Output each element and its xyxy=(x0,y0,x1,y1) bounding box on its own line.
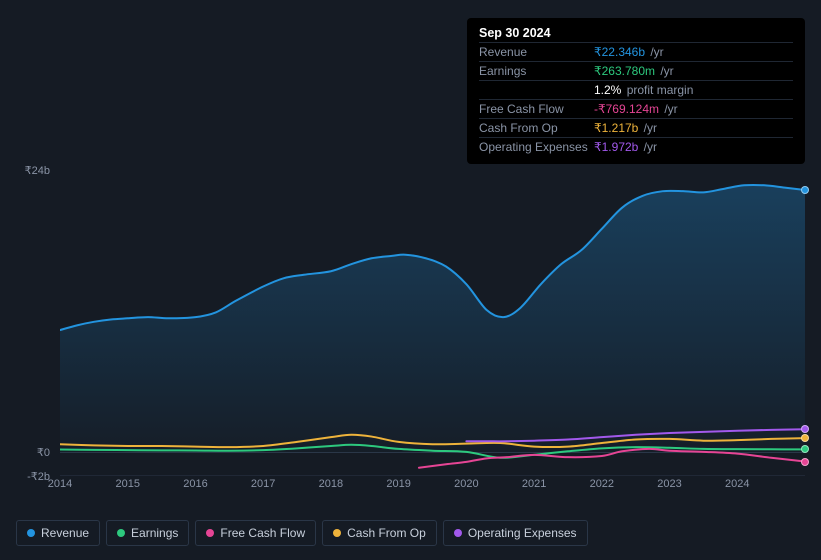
x-axis-label: 2023 xyxy=(657,478,681,490)
x-axis-label: 2018 xyxy=(319,478,343,490)
x-axis-label: 2014 xyxy=(48,478,72,490)
tooltip-label: Earnings xyxy=(479,64,594,78)
x-axis-label: 2024 xyxy=(725,478,749,490)
plot-area[interactable] xyxy=(60,170,805,476)
legend-label: Revenue xyxy=(41,526,89,540)
legend-dot xyxy=(333,529,341,537)
chart-tooltip: Sep 30 2024 Revenue₹22.346b /yrEarnings₹… xyxy=(467,18,805,164)
legend-label: Cash From Op xyxy=(347,526,426,540)
tooltip-row: Cash From Op₹1.217b /yr xyxy=(479,118,793,137)
x-axis-label: 2021 xyxy=(522,478,546,490)
series-end-marker xyxy=(801,434,809,442)
series-end-marker xyxy=(801,186,809,194)
x-axis-label: 2020 xyxy=(454,478,478,490)
tooltip-row: Operating Expenses₹1.972b /yr xyxy=(479,137,793,156)
legend-item-earnings[interactable]: Earnings xyxy=(106,520,189,546)
y-axis-label: ₹0 xyxy=(22,446,50,459)
x-axis-label: 2017 xyxy=(251,478,275,490)
tooltip-label: Cash From Op xyxy=(479,121,594,135)
x-axis-label: 2016 xyxy=(183,478,207,490)
tooltip-row: Earnings₹263.780m /yr xyxy=(479,61,793,80)
legend-dot xyxy=(454,529,462,537)
y-axis-label: ₹24b xyxy=(22,164,50,177)
x-axis-label: 2019 xyxy=(386,478,410,490)
tooltip-value: ₹22.346b /yr xyxy=(594,45,664,59)
tooltip-row: Revenue₹22.346b /yr xyxy=(479,42,793,61)
legend: Revenue Earnings Free Cash Flow Cash From O… xyxy=(16,520,588,546)
tooltip-label: Free Cash Flow xyxy=(479,102,594,116)
legend-item-free-cash-flow[interactable]: Free Cash Flow xyxy=(195,520,316,546)
legend-item-operating-expenses[interactable]: Operating Expenses xyxy=(443,520,588,546)
legend-label: Free Cash Flow xyxy=(220,526,305,540)
financial-chart[interactable]: ₹24b ₹0 -₹2b 2014 2015 2016 2017 2018 2019 2020 2… xyxy=(16,158,805,512)
legend-label: Operating Expenses xyxy=(468,526,577,540)
legend-item-revenue[interactable]: Revenue xyxy=(16,520,100,546)
tooltip-value: ₹263.780m /yr xyxy=(594,64,674,78)
tooltip-value: -₹769.124m /yr xyxy=(594,102,678,116)
plot-svg xyxy=(60,170,805,476)
tooltip-date: Sep 30 2024 xyxy=(479,26,793,42)
tooltip-row: Free Cash Flow-₹769.124m /yr xyxy=(479,99,793,118)
legend-dot xyxy=(27,529,35,537)
series-end-marker xyxy=(801,445,809,453)
x-axis-label: 2022 xyxy=(590,478,614,490)
y-axis-label: -₹2b xyxy=(22,470,50,483)
legend-dot xyxy=(117,529,125,537)
tooltip-value: ₹1.972b /yr xyxy=(594,140,657,154)
tooltip-row: 1.2% profit margin xyxy=(479,80,793,99)
x-axis: 2014201520162017201820192020202120222023… xyxy=(60,478,805,492)
x-axis-label: 2015 xyxy=(115,478,139,490)
tooltip-value: 1.2% profit margin xyxy=(594,83,693,97)
legend-item-cash-from-op[interactable]: Cash From Op xyxy=(322,520,437,546)
legend-label: Earnings xyxy=(131,526,178,540)
tooltip-value: ₹1.217b /yr xyxy=(594,121,657,135)
series-end-marker xyxy=(801,458,809,466)
tooltip-label: Revenue xyxy=(479,45,594,59)
series-end-marker xyxy=(801,425,809,433)
legend-dot xyxy=(206,529,214,537)
tooltip-label: Operating Expenses xyxy=(479,140,594,154)
